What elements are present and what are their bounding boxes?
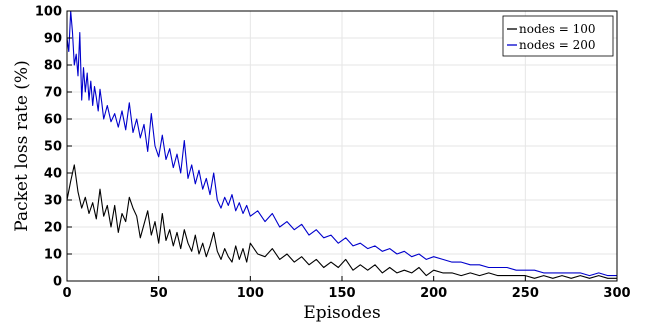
axis-ticks: 0 50 100 150 200 250 300 0 10 20 30 40 50 60 70 80 90 100 xyxy=(35,5,631,302)
y-tick-label: 0 xyxy=(53,275,62,290)
legend-label: nodes = 200 xyxy=(519,38,595,52)
x-tick-label: 150 xyxy=(328,286,355,301)
y-tick-label: 80 xyxy=(44,59,62,74)
y-tick-label: 50 xyxy=(44,140,62,155)
y-tick-label: 90 xyxy=(44,32,62,47)
x-tick-label: 250 xyxy=(512,286,539,301)
y-tick-label: 60 xyxy=(44,113,62,128)
y-tick-label: 100 xyxy=(35,5,62,20)
series-line-2 xyxy=(66,10,617,277)
x-tick-label: 100 xyxy=(237,286,264,301)
x-tick-label: 50 xyxy=(150,286,168,301)
legend-label: nodes = 100 xyxy=(519,22,595,36)
y-tick-label: 30 xyxy=(44,194,62,209)
x-tick-label: 0 xyxy=(62,286,71,301)
series-lines xyxy=(66,10,617,279)
y-tick-label: 40 xyxy=(44,167,62,182)
x-tick-label: 200 xyxy=(420,286,447,301)
y-axis-title: Packet loss rate (%) xyxy=(12,60,32,231)
y-tick-label: 10 xyxy=(44,248,62,263)
x-tick-label: 300 xyxy=(603,286,630,301)
legend-box xyxy=(502,15,614,57)
y-tick-label: 20 xyxy=(44,221,62,236)
x-axis-title: Episodes xyxy=(303,303,380,323)
series-line-1 xyxy=(66,164,617,279)
y-tick-label: 70 xyxy=(44,86,62,101)
legend: nodes = 100 nodes = 200 xyxy=(502,15,614,57)
